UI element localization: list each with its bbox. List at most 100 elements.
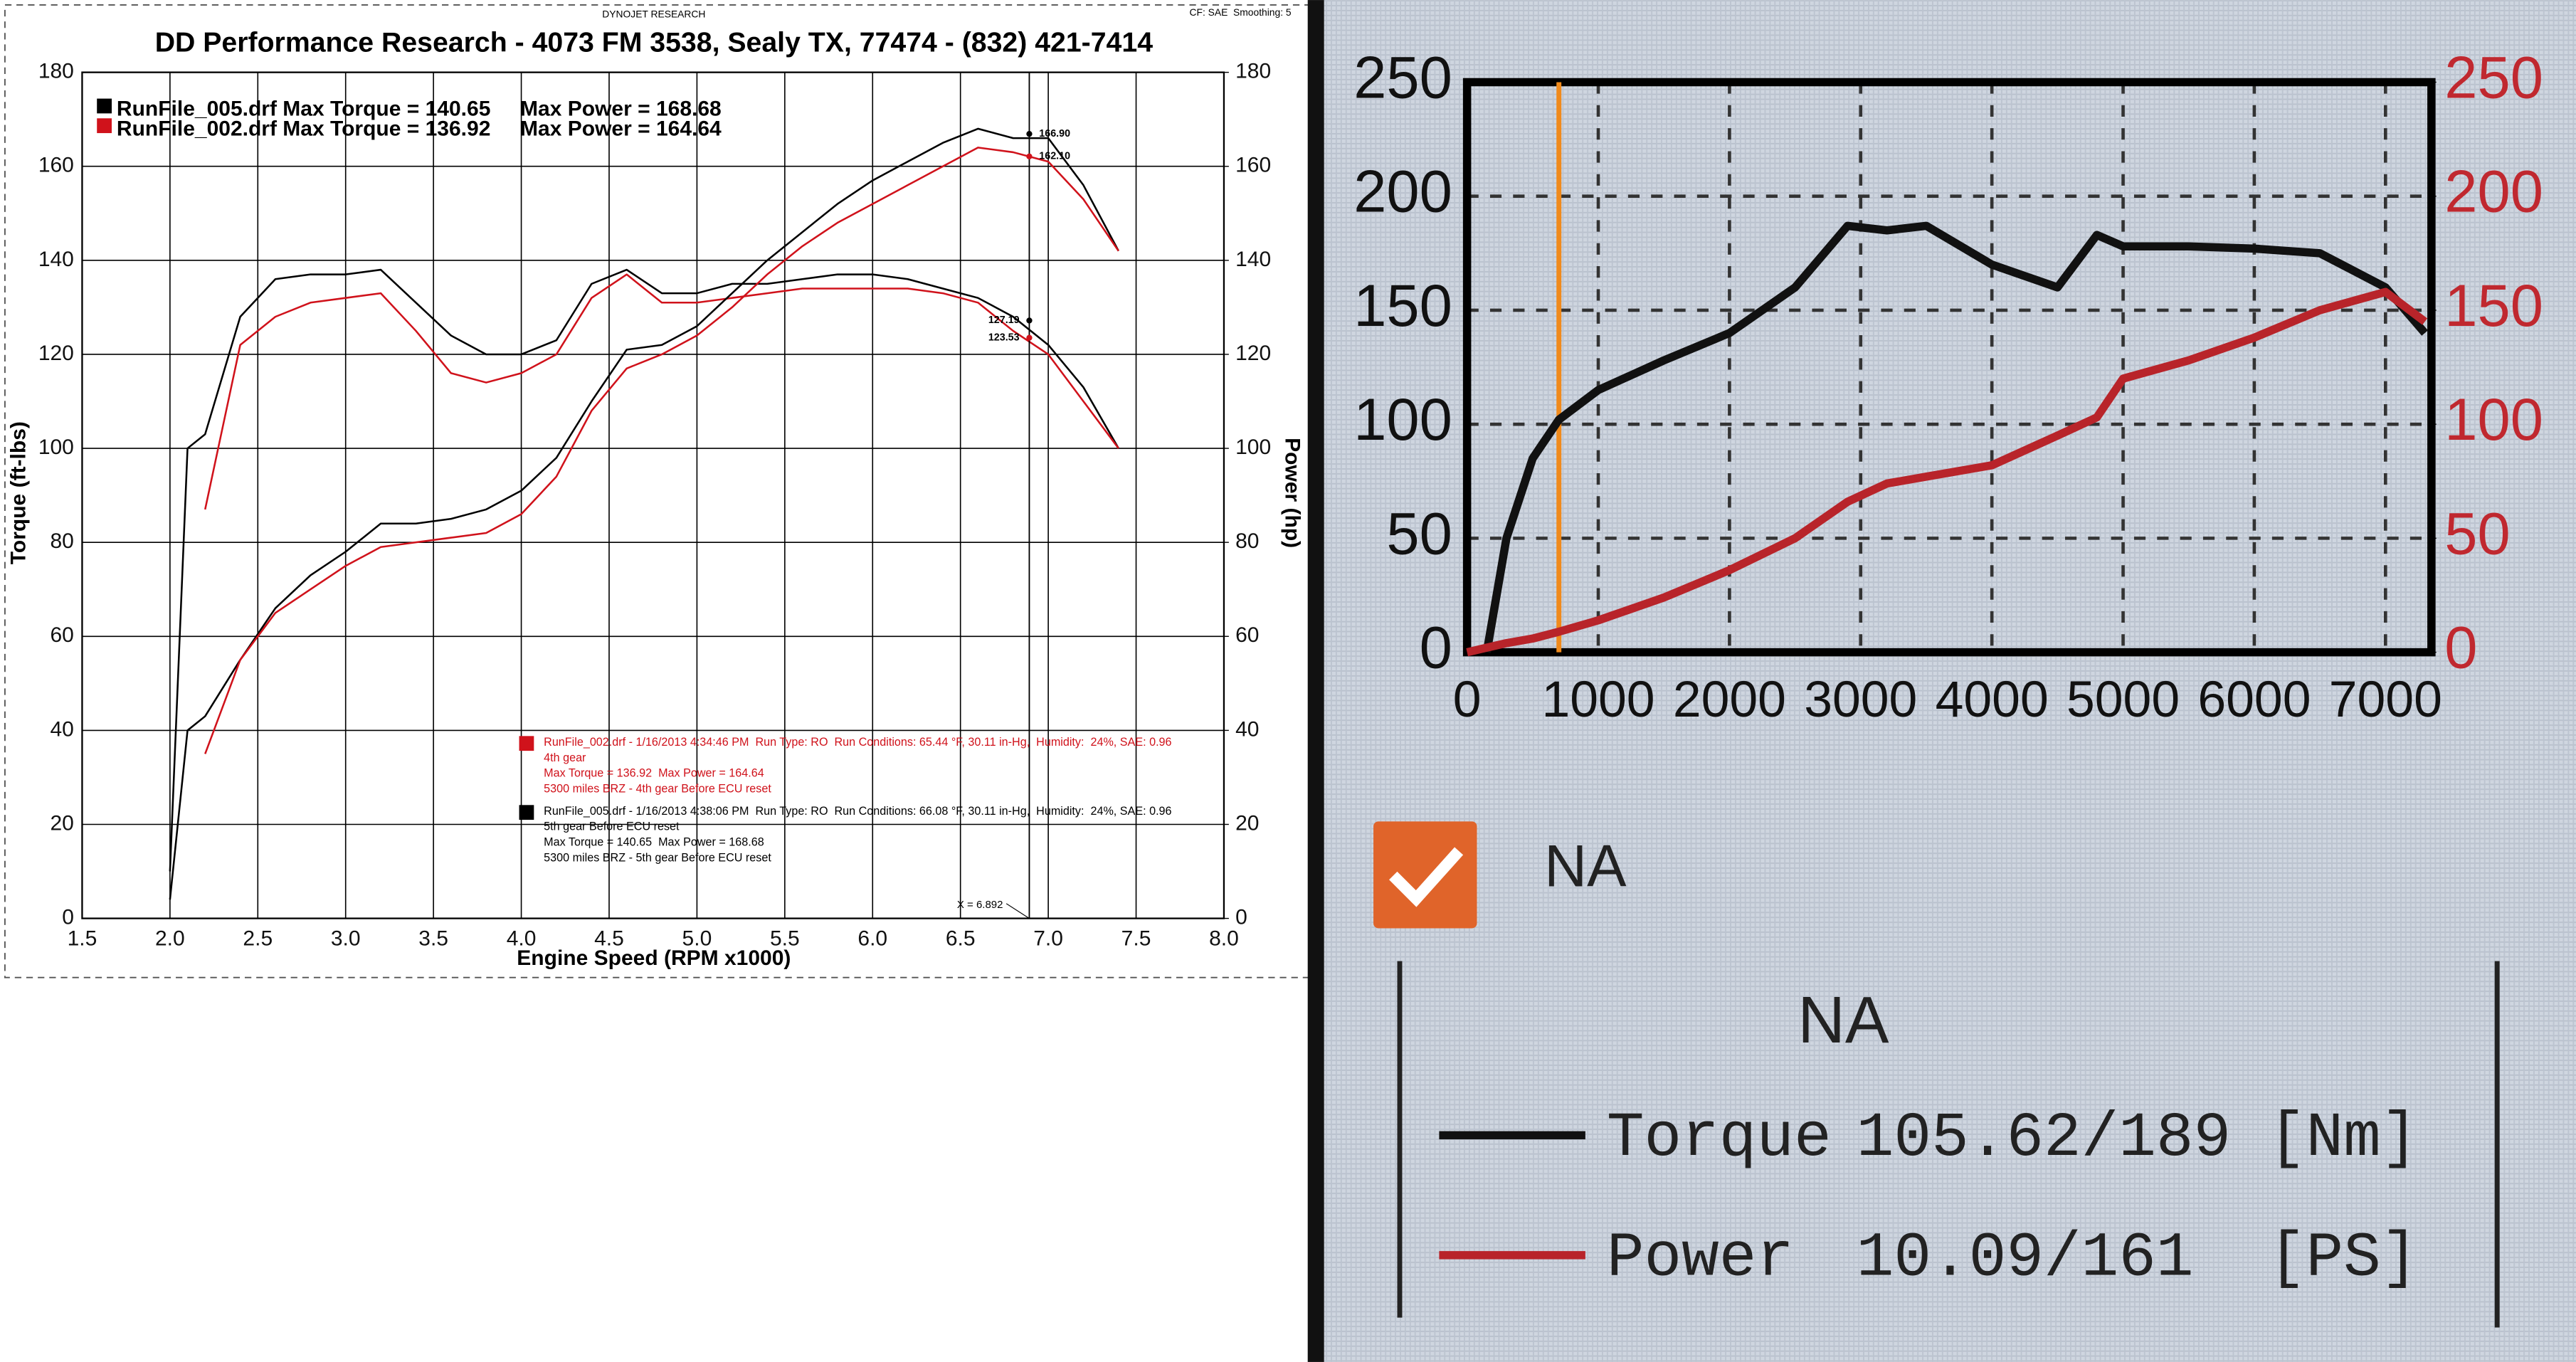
note-line: Max Torque = 136.92 Max Power = 164.64 [544, 767, 764, 780]
x-tick-label: 0 [1453, 671, 1482, 728]
y-tick-label: 80 [51, 529, 74, 553]
legend-label: RunFile_005.drf Max Torque = 140.65 Max … [117, 97, 722, 121]
y2-tick-label: 140 [1235, 248, 1271, 271]
y-axis-title: Torque (ft-lbs) [7, 421, 31, 564]
y-tick-label: 140 [38, 248, 74, 271]
x-tick-label: 7000 [2329, 671, 2442, 728]
y2-tick-label: 0 [1235, 906, 1247, 929]
readout-label: 123.53 [988, 332, 1020, 343]
readout-label: 162.10 [1039, 151, 1070, 162]
y2-tick-label: 100 [1235, 435, 1271, 459]
x-tick-label: 2000 [1673, 671, 1786, 728]
note-line: 5300 miles BRZ - 4th gear Before ECU res… [544, 783, 771, 796]
note-line: RunFile_002.drf - 1/16/2013 4:34:46 PM R… [544, 736, 1171, 749]
y-tick-label: 100 [1353, 386, 1452, 453]
x-tick-label: 5000 [2066, 671, 2180, 728]
y-tick-label: 250 [1353, 44, 1452, 110]
y2-tick-label: 60 [1235, 623, 1259, 647]
y-tick-label: 20 [51, 811, 74, 835]
x-tick-label: 8.0 [1209, 927, 1239, 951]
y2-tick-label: 100 [2444, 386, 2543, 453]
header-right: CF: SAE Smoothing: 5 [1189, 6, 1291, 18]
note-line: RunFile_005.drf - 1/16/2013 4:38:06 PM R… [544, 805, 1171, 818]
note-swatch [519, 805, 534, 820]
note-line: Max Torque = 140.65 Max Power = 168.68 [544, 836, 764, 849]
checkbox[interactable] [1373, 821, 1477, 929]
note-line: 4th gear [544, 751, 586, 764]
series-line [1466, 287, 2428, 657]
y2-tick-label: 40 [1235, 717, 1259, 741]
x-axis-title: Engine Speed (RPM x1000) [517, 946, 791, 970]
x-tick-label: 6.5 [946, 927, 976, 951]
y2-tick-label: 80 [1235, 529, 1259, 553]
legend-swatch [97, 118, 112, 134]
x-tick-label: 6.0 [857, 927, 887, 951]
y-tick-label: 180 [38, 60, 74, 83]
y2-tick-label: 250 [2444, 44, 2543, 110]
x-tick-label: 2.0 [155, 927, 185, 951]
x-tick-label: 4000 [1936, 671, 2049, 728]
y-tick-label: 40 [51, 717, 74, 741]
chart-title: DD Performance Research - 4073 FM 3538, … [155, 27, 1154, 58]
divider [1307, 0, 1324, 1362]
checkbox-check [1389, 847, 1464, 907]
readout-label: 166.90 [1039, 128, 1070, 139]
note-line: 5th gear Before ECU reset [544, 820, 680, 833]
x-tick-label: 1000 [1541, 671, 1654, 728]
legend-label: RunFile_002.drf Max Torque = 136.92 Max … [117, 117, 722, 140]
legend-name: Torque [1607, 1104, 1832, 1174]
y-tick-label: 60 [51, 623, 74, 647]
series-line [169, 127, 1119, 900]
series-line [1482, 221, 2428, 653]
y-tick-label: 100 [38, 435, 74, 459]
y-tick-label: 120 [38, 342, 74, 365]
series-line [204, 147, 1119, 754]
x-tick-label: 3.5 [418, 927, 448, 951]
y2-tick-label: 200 [2444, 159, 2543, 225]
y2-axis-title: Power (hp) [1281, 438, 1304, 548]
plot-frame [81, 71, 1225, 919]
y2-tick-label: 150 [2444, 273, 2543, 339]
note-swatch [519, 736, 534, 751]
y2-tick-label: 120 [1235, 342, 1271, 365]
y-tick-label: 0 [1420, 615, 1452, 681]
x-tick-label: 5.0 [682, 927, 712, 951]
x-tick-label: 7.0 [1033, 927, 1063, 951]
readout-label: 127.19 [988, 315, 1020, 326]
readout-marker [1026, 334, 1033, 341]
x-tick-label: 3000 [1804, 671, 1917, 728]
y2-tick-label: 20 [1235, 811, 1259, 835]
x-tick-label: 7.5 [1121, 927, 1151, 951]
y-tick-label: 0 [62, 906, 74, 929]
cursor-label: X = 6.892 [957, 899, 1003, 911]
legend-readout: 105.62/189 [Nm] [1857, 1104, 2419, 1174]
readout-marker [1026, 317, 1033, 324]
y2-tick-label: 0 [2444, 615, 2477, 681]
x-tick-label: 4.5 [594, 927, 624, 951]
plot-area [82, 72, 1224, 919]
series-line [204, 273, 1119, 510]
x-tick-label: 1.5 [68, 927, 97, 951]
y-tick-label: 160 [38, 154, 74, 177]
legend-title: NA [1798, 983, 1889, 1057]
y-tick-label: 150 [1353, 273, 1452, 339]
legend-swatch [97, 98, 112, 114]
series-line [169, 268, 1119, 872]
y2-tick-label: 180 [1235, 60, 1271, 83]
x-tick-label: 4.0 [507, 927, 537, 951]
x-tick-label: 6000 [2197, 671, 2311, 728]
plot-frame [1462, 78, 2436, 657]
y-tick-label: 50 [1386, 500, 1452, 566]
y2-tick-label: 160 [1235, 154, 1271, 177]
x-tick-label: 3.0 [331, 927, 361, 951]
y2-tick-label: 50 [2444, 500, 2510, 566]
y-tick-label: 200 [1353, 159, 1452, 225]
x-tick-label: 5.5 [770, 927, 800, 951]
header-left: DYNOJET RESEARCH [602, 8, 705, 19]
legend-readout: 10.09/161 [PS] [1857, 1224, 2419, 1294]
cursor-pointer [1005, 903, 1030, 919]
legend-name: Power [1607, 1224, 1794, 1294]
checkbox-label: NA [1544, 833, 1627, 899]
